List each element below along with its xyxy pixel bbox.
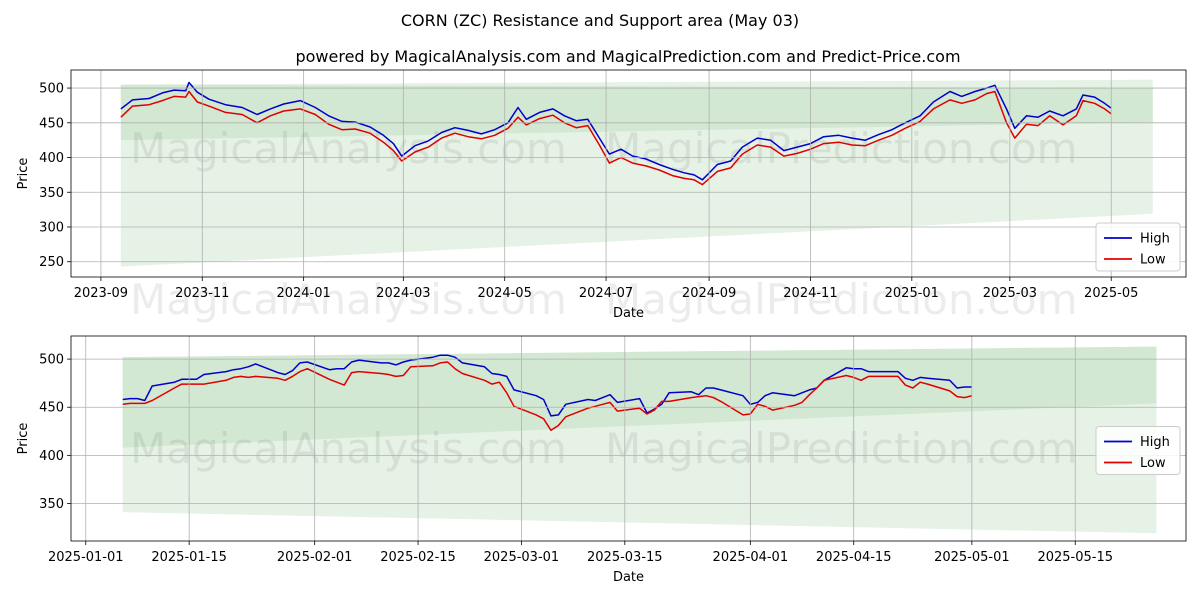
- bottom-series-high-line: [122, 354, 972, 417]
- bottom-legend-box: [1095, 426, 1181, 475]
- top-x-tick-label: 2024-07: [579, 286, 633, 301]
- top-watermark-analysis-2: MagicalAnalysis.com: [130, 275, 567, 324]
- bottom-x-tick-label: 2025-05-15: [1037, 550, 1113, 565]
- top-y-tick-label: 450: [39, 116, 64, 131]
- bottom-series-low-line: [122, 361, 973, 432]
- bottom-x-tick-label: 2025-05-01: [934, 550, 1010, 565]
- bottom-watermark-analysis: MagicalAnalysis.com: [130, 424, 567, 473]
- top-y-tick-label: 350: [39, 186, 64, 201]
- bottom-legend-label-low: Low: [1140, 456, 1166, 471]
- top-x-tick-label: 2025-01: [885, 286, 939, 301]
- bottom-x-tick-label: 2025-04-01: [713, 550, 789, 565]
- top-y-tick-label: 300: [39, 220, 64, 235]
- chart-subtitle: powered by MagicalAnalysis.com and Magic…: [295, 47, 960, 66]
- top-watermark-prediction-2: MagicalPrediction.com: [605, 275, 1078, 324]
- bottom-legend-label-high: High: [1140, 435, 1170, 450]
- top-legend-label-high: High: [1140, 232, 1170, 247]
- bottom-x-tick-label: 2025-03-01: [484, 550, 560, 565]
- top-watermark-prediction: MagicalPrediction.com: [605, 124, 1078, 173]
- top-x-tick-label: 2023-11: [175, 286, 229, 301]
- top-legend-box: [1095, 222, 1181, 272]
- bottom-legend: High Low: [1095, 426, 1181, 475]
- bottom-chart-panel: MagicalAnalysis.com MagicalPrediction.com…: [16, 335, 1187, 585]
- bottom-plot-area: MagicalAnalysis.com MagicalPrediction.com: [122, 346, 1157, 534]
- top-y-axis-label: Price: [16, 158, 31, 190]
- top-axes-frame: [70, 69, 1187, 278]
- bottom-x-tick-label: 2025-03-15: [587, 550, 663, 565]
- bottom-y-axis-label: Price: [16, 423, 31, 455]
- bottom-x-tick-label: 2025-01-15: [151, 550, 227, 565]
- top-inner-band: [120, 84, 1153, 141]
- bottom-axes-frame: [70, 335, 1187, 542]
- top-x-tick-label: 2024-09: [682, 286, 736, 301]
- bottom-y-tick-label: 350: [39, 497, 64, 512]
- top-x-axis-label: Date: [613, 306, 644, 321]
- top-x-tick-label: 2024-01: [276, 286, 330, 301]
- bottom-x-tick-label: 2025-01-01: [48, 550, 124, 565]
- bottom-x-tick-label: 2025-02-01: [277, 550, 353, 565]
- top-watermark-analysis: MagicalAnalysis.com: [130, 124, 567, 173]
- top-x-tick-label: 2025-03: [983, 286, 1037, 301]
- top-plot-area: MagicalAnalysis.com MagicalPrediction.com: [120, 79, 1153, 267]
- bottom-x-axis-label: Date: [613, 570, 644, 585]
- top-x-tick-label: 2025-05: [1084, 286, 1138, 301]
- top-x-tick-label: 2024-03: [376, 286, 430, 301]
- top-y-tick-label: 500: [39, 82, 64, 97]
- top-x-tick-label: 2024-05: [478, 286, 532, 301]
- bottom-y-tick-label: 450: [39, 401, 64, 416]
- bottom-y-tick-label: 400: [39, 449, 64, 464]
- bottom-x-tick-label: 2025-02-15: [380, 550, 456, 565]
- bottom-y-tick-label: 500: [39, 353, 64, 368]
- top-legend-label-low: Low: [1140, 253, 1166, 268]
- top-legend: High Low: [1095, 222, 1181, 272]
- bottom-watermark-prediction: MagicalPrediction.com: [605, 424, 1078, 473]
- bottom-x-tick-label: 2025-04-15: [816, 550, 892, 565]
- top-y-tick-label: 250: [39, 255, 64, 270]
- chart-title: CORN (ZC) Resistance and Support area (M…: [401, 11, 799, 30]
- top-x-tick-label: 2024-11: [783, 286, 837, 301]
- top-x-tick-label: 2023-09: [74, 286, 128, 301]
- top-chart-panel: MagicalAnalysis.com MagicalPrediction.com…: [16, 69, 1187, 324]
- top-series-high-line: [120, 81, 1112, 181]
- top-y-tick-label: 400: [39, 151, 64, 166]
